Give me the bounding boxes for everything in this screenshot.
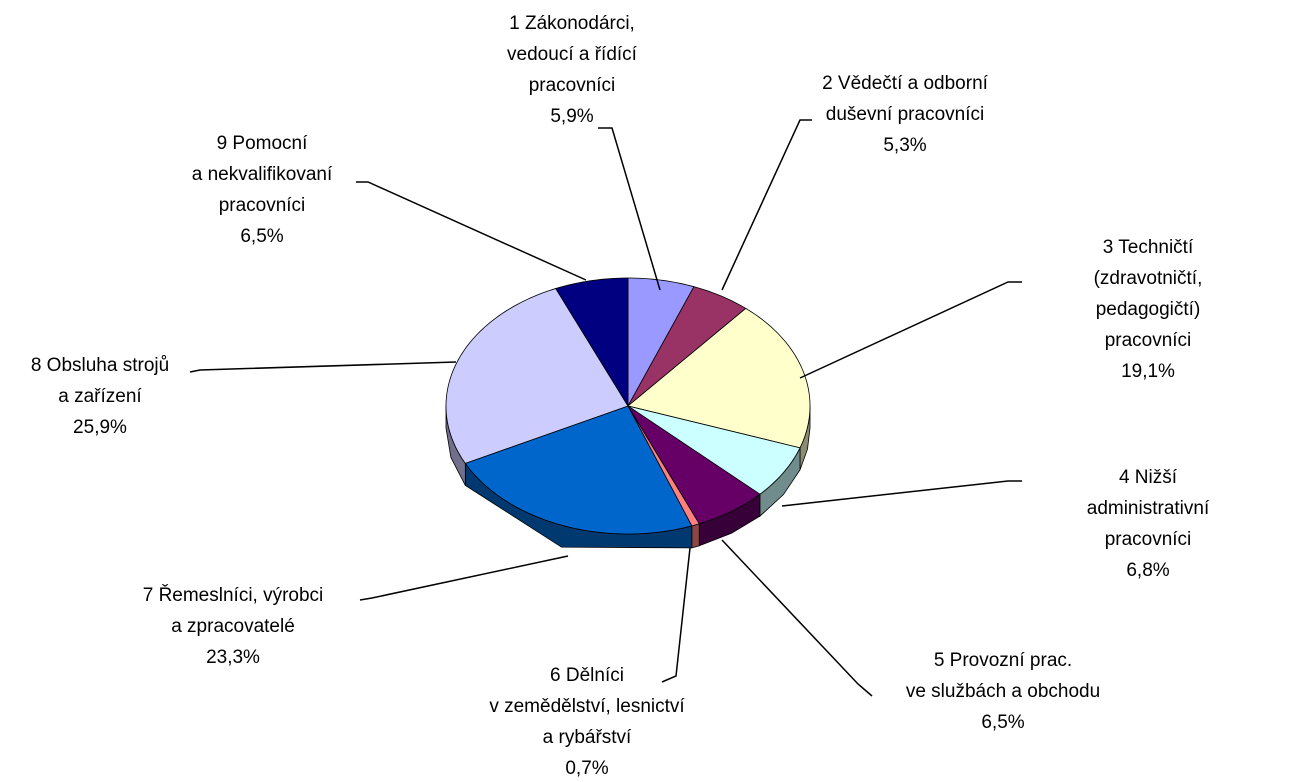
value-label: 6,8% — [1126, 560, 1170, 581]
leader-line — [661, 547, 691, 683]
slice-label: 1 Zákonodárci, vedoucí a řídící pracovní… — [507, 8, 637, 132]
category-label: 3 Techničtí (zdravotničtí, pedagogičtí) … — [1093, 237, 1203, 351]
slice-label: 5 Provozní prac. ve službách a obchodu 6,… — [906, 645, 1100, 738]
value-label: 5,9% — [550, 106, 594, 127]
category-label: 4 Nižší administrativní pracovníci — [1086, 467, 1210, 550]
leader-line — [799, 281, 1022, 379]
slice-label: 8 Obsluha strojů a zařízení 25,9% — [31, 350, 169, 443]
slice-label: 4 Nižší administrativní pracovníci 6,8% — [1077, 462, 1219, 586]
slice-label: 3 Techničtí (zdravotničtí, pedagogičtí) … — [1077, 232, 1219, 387]
value-label: 0,7% — [565, 758, 609, 779]
leader-line — [598, 127, 661, 291]
leader-line — [721, 539, 873, 697]
pie-slice-side — [691, 523, 700, 549]
slice-label: 6 Dělníci v zemědělství, lesnictví a ryb… — [489, 660, 684, 782]
value-label: 5,3% — [883, 135, 927, 156]
leader-line — [781, 480, 1022, 507]
slice-label: 7 Řemeslníci, výrobci a zpracovatelé 23,3… — [143, 580, 324, 673]
leader-line — [359, 555, 569, 601]
pie-slice — [627, 307, 811, 449]
slice-label: 2 Vědečtí a odborní duševní pracovníci 5,… — [822, 68, 988, 161]
value-label: 19,1% — [1121, 361, 1175, 382]
category-label: 5 Provozní prac. ve službách a obchodu — [905, 650, 1101, 702]
category-label: 1 Zákonodárci, vedoucí a řídící pracovní… — [507, 13, 637, 96]
category-label: 7 Řemeslníci, výrobci a zpracovatelé — [142, 585, 324, 637]
value-label: 6,5% — [240, 226, 284, 247]
category-label: 9 Pomocní a nekvalifikovaní pracovníci — [191, 133, 333, 216]
pie-slice — [627, 277, 695, 407]
pie-slice — [555, 277, 629, 408]
value-label: 23,3% — [206, 647, 260, 668]
category-label: 8 Obsluha strojů a zařízení — [30, 355, 170, 407]
pie-slice — [464, 405, 693, 535]
pie-slice — [627, 405, 761, 525]
category-label: 2 Vědečtí a odborní duševní pracovníci — [822, 73, 988, 125]
value-label: 6,5% — [981, 712, 1025, 733]
pie-slice — [627, 405, 801, 495]
leader-line — [721, 119, 812, 291]
slice-label: 9 Pomocní a nekvalifikovaní pracovníci 6,… — [192, 128, 332, 252]
leader-line — [189, 361, 457, 373]
leader-line — [356, 181, 587, 281]
value-label: 25,9% — [73, 417, 127, 438]
category-label: 6 Dělníci v zemědělství, lesnictví a ryb… — [489, 665, 685, 748]
pie-slice — [627, 286, 747, 407]
